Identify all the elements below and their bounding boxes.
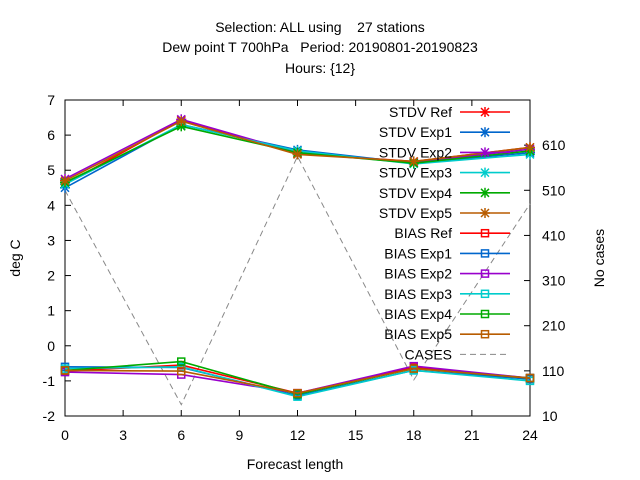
x-tick-label: 24 [522, 427, 538, 443]
data-point [408, 156, 419, 167]
x-tick-label: 21 [464, 427, 480, 443]
x-tick-label: 15 [348, 427, 364, 443]
y-tick-label: 6 [47, 127, 55, 143]
series-bias-exp5 [60, 364, 535, 398]
data-point [293, 388, 302, 398]
chart-title-line-2: Dew point T 700hPa Period: 20190801-2019… [162, 39, 478, 55]
data-point [60, 175, 70, 186]
y2-tick-label: 210 [542, 318, 566, 334]
data-point [409, 364, 418, 373]
data-point [525, 142, 535, 153]
legend-marker-bias-exp5 [480, 329, 490, 339]
legend-label-bias-ref: BIAS Ref [394, 225, 452, 241]
legend-marker-stdv-ref [480, 107, 490, 117]
legend-label-bias-exp4: BIAS Exp4 [384, 306, 452, 322]
y2-tick-label: 110 [542, 363, 565, 379]
x-tick-label: 0 [61, 427, 69, 443]
y2-tick-label: 410 [542, 227, 566, 243]
y-axis-label: deg C [7, 239, 23, 276]
legend-label-cases: CASES [405, 346, 452, 362]
data-point [177, 366, 186, 376]
data-point [60, 366, 70, 375]
y-tick-label: 5 [47, 162, 55, 178]
y-tick-label: 4 [47, 197, 55, 213]
y2-tick-label: 310 [542, 273, 566, 289]
y2-tick-label: 510 [542, 182, 566, 198]
y-tick-label: 2 [47, 268, 55, 284]
x-tick-label: 3 [119, 427, 127, 443]
series-line-cases [64, 155, 531, 406]
data-point [177, 357, 186, 366]
legend-label-stdv-exp4: STDV Exp4 [379, 185, 452, 201]
legend-marker-stdv-exp4 [480, 187, 490, 198]
y-tick-label: 7 [47, 92, 55, 108]
legend-label-stdv-ref: STDV Ref [389, 104, 452, 120]
legend-label-stdv-exp1: STDV Exp1 [379, 124, 452, 140]
legend-marker-stdv-exp1 [480, 127, 490, 138]
legend-label-stdv-exp3: STDV Exp3 [379, 165, 452, 181]
legend-marker-bias-exp4 [480, 309, 490, 319]
y-tick-label: 3 [47, 232, 55, 248]
legend-marker-bias-exp1 [480, 249, 490, 258]
y2-axis-label: No cases [591, 229, 607, 287]
series-cases [64, 155, 531, 406]
x-tick-label: 6 [177, 427, 185, 443]
y2-tick-label: 610 [542, 137, 566, 153]
chart-title-line-1: Selection: ALL using 27 stations [215, 19, 425, 35]
legend-marker-stdv-exp3 [480, 167, 490, 178]
legend-marker-bias-exp3 [480, 289, 490, 299]
legend-label-bias-exp5: BIAS Exp5 [384, 326, 452, 342]
legend-label-stdv-exp2: STDV Exp2 [379, 144, 452, 160]
legend-marker-stdv-exp2 [480, 147, 490, 158]
data-point [525, 373, 535, 383]
legend-marker-bias-exp2 [480, 269, 490, 278]
legend-marker-bias-ref [480, 228, 490, 238]
y-tick-label: 1 [47, 303, 55, 319]
legend-label-bias-exp2: BIAS Exp2 [384, 266, 452, 282]
y-tick-label: -2 [43, 408, 56, 424]
data-point [292, 149, 303, 160]
y-tick-label: -1 [43, 373, 56, 389]
x-axis-label: Forecast length [247, 456, 344, 472]
data-point [176, 116, 187, 127]
chart-title-line-3: Hours: {12} [284, 60, 356, 76]
series-stdv-exp5 [60, 116, 535, 186]
series-line-bias-exp5 [64, 367, 531, 395]
x-tick-label: 18 [406, 427, 422, 443]
y-tick-label: 0 [47, 338, 55, 354]
legend-label-bias-exp1: BIAS Exp1 [384, 245, 452, 261]
legend-label-bias-exp3: BIAS Exp3 [384, 286, 452, 302]
legend-label-stdv-exp5: STDV Exp5 [379, 205, 452, 221]
y2-tick-label: 10 [542, 408, 558, 424]
legend-marker-stdv-exp5 [480, 208, 490, 218]
x-tick-label: 9 [235, 427, 243, 443]
x-tick-label: 12 [290, 427, 306, 443]
